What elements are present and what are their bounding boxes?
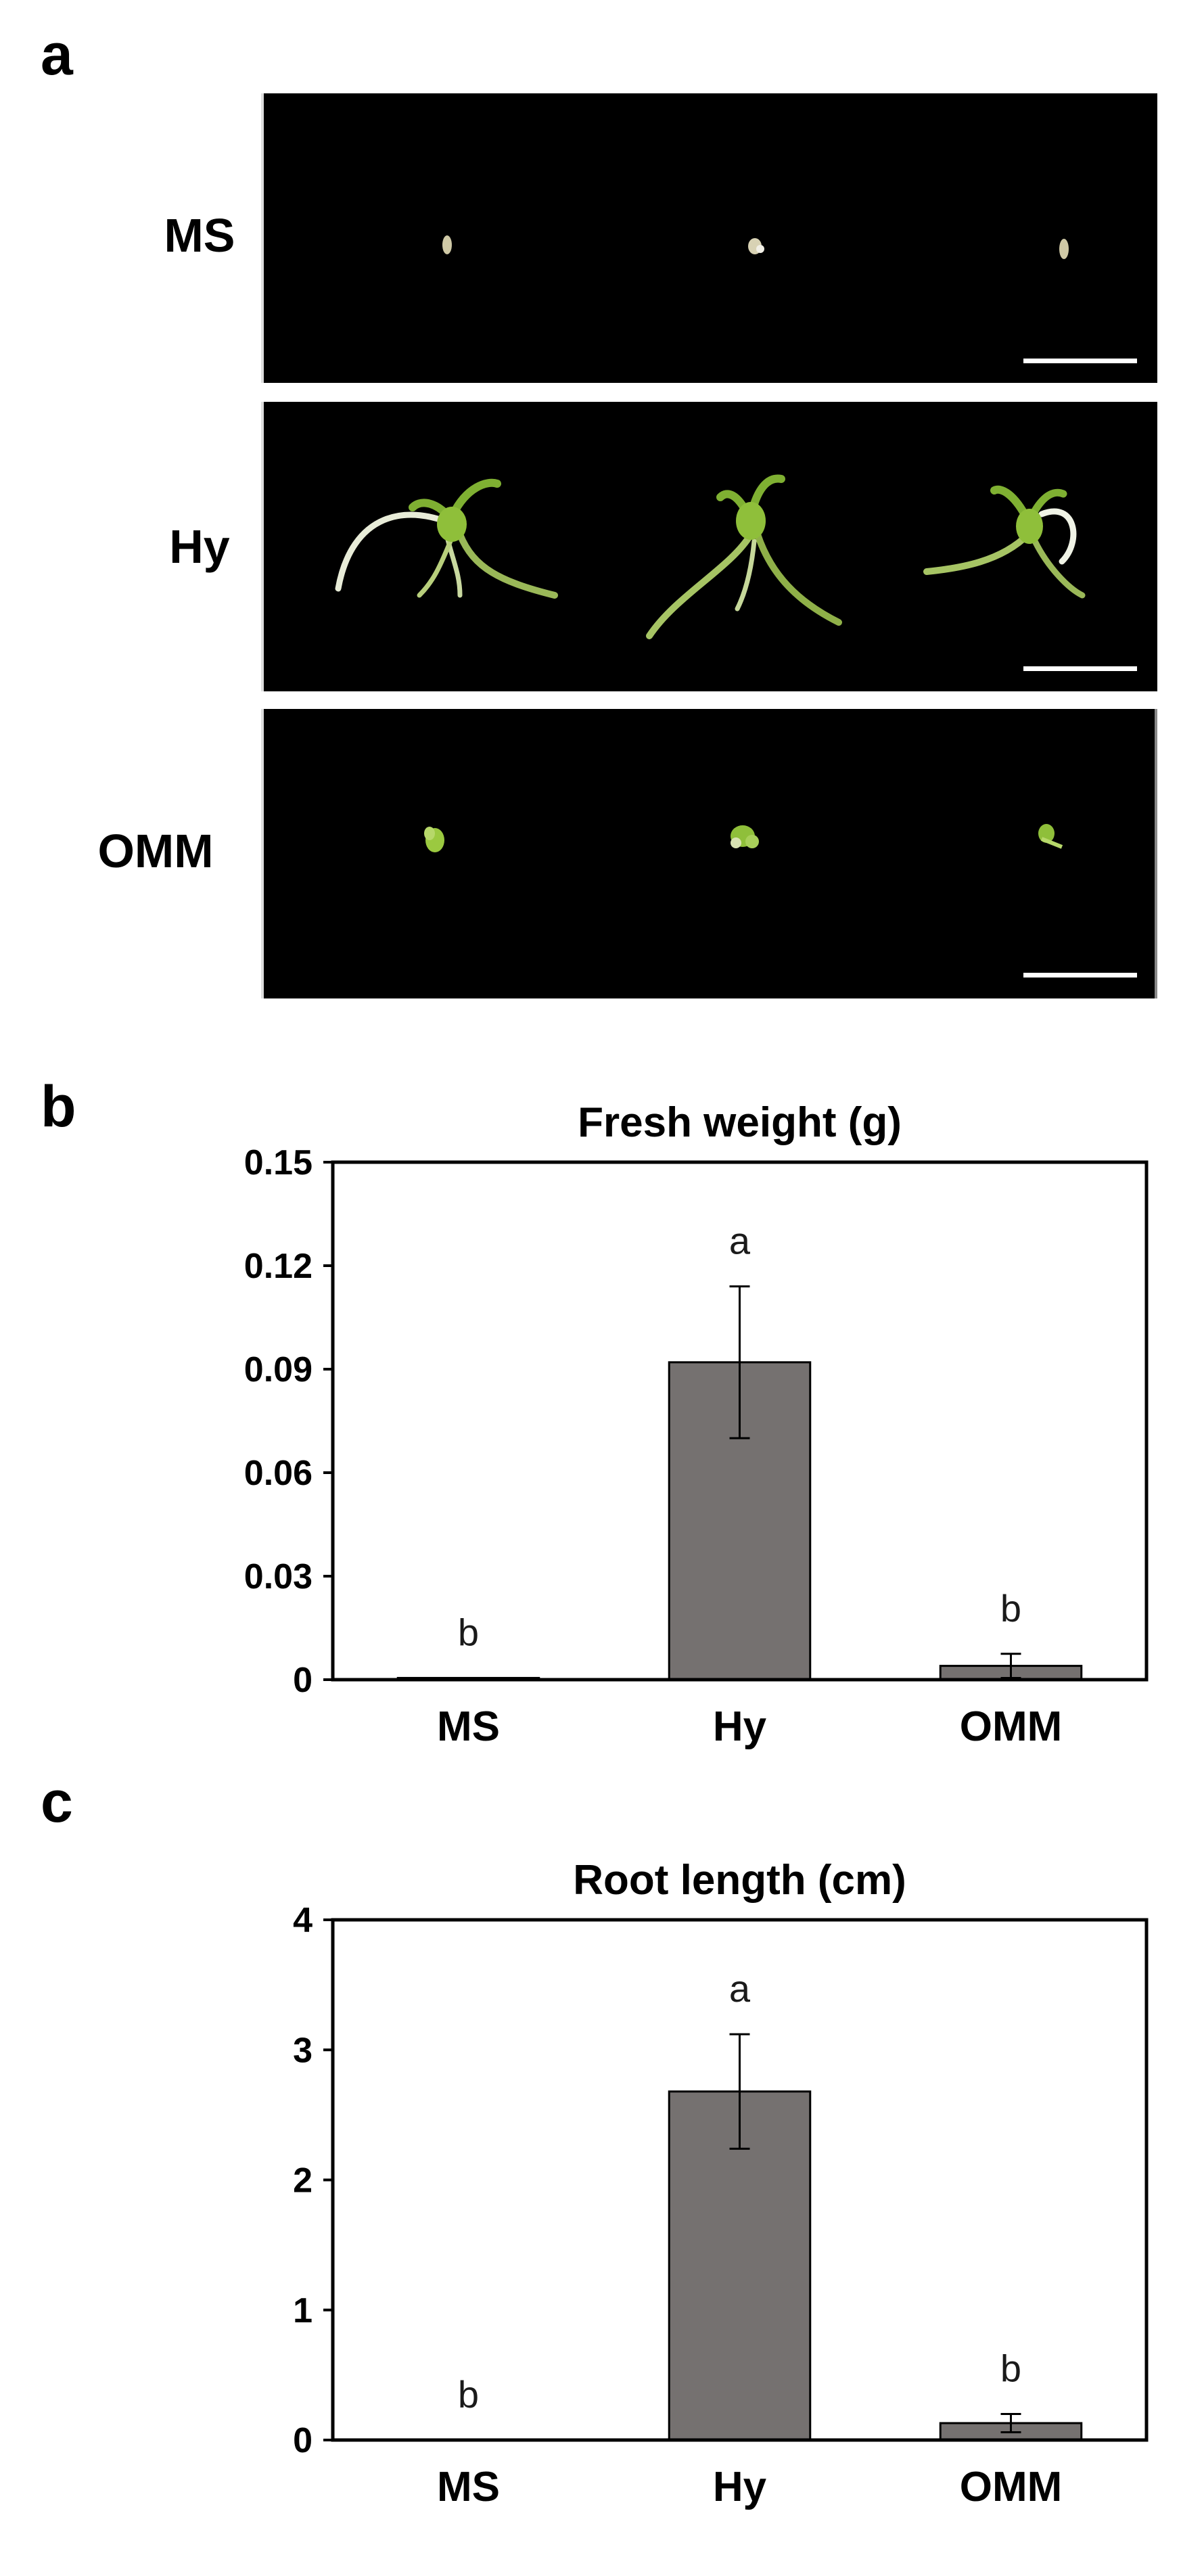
- plot-frame: [331, 1160, 1149, 1682]
- seedling: [424, 827, 444, 852]
- significance-label: b: [458, 2373, 479, 2416]
- y-tick-label: 0: [293, 2421, 312, 2460]
- significance-label: b: [1000, 2347, 1021, 2390]
- x-tick-label: MS: [437, 1703, 500, 1750]
- photo-omm: [261, 709, 1157, 998]
- y-tick-label: 2: [293, 2161, 312, 2201]
- seedling: [335, 478, 558, 599]
- seedling: [442, 235, 452, 254]
- row-label-hy: Hy: [169, 520, 230, 573]
- y-tick-label: 0.03: [244, 1557, 312, 1596]
- row-label-omm: OMM: [97, 825, 213, 877]
- seedling: [748, 238, 764, 254]
- seedling: [1059, 239, 1069, 259]
- x-tick-label: Hy: [713, 2464, 767, 2510]
- x-tick-label: Hy: [713, 1703, 767, 1750]
- chart-title: Fresh weight (g): [578, 1099, 902, 1146]
- x-tick-label: OMM: [960, 2464, 1063, 2510]
- y-tick-label: 0.12: [244, 1247, 312, 1286]
- y-tick-label: 1: [293, 2291, 312, 2330]
- y-tick-label: 0.06: [244, 1454, 312, 1493]
- scale-bar: [1023, 359, 1137, 363]
- x-tick-label: OMM: [960, 1703, 1063, 1750]
- photo-ms: [261, 93, 1157, 383]
- photo-hy: [261, 402, 1157, 691]
- scale-bar: [1023, 973, 1137, 978]
- seedling: [1038, 824, 1063, 849]
- row-label-ms: MS: [164, 209, 235, 262]
- panel-a-letter: a: [41, 22, 74, 87]
- y-tick-label: 3: [293, 2031, 312, 2070]
- y-tick-label: 0: [293, 1661, 312, 1700]
- seedling: [923, 485, 1086, 599]
- significance-label: b: [1000, 1587, 1021, 1630]
- chart-title: Root length (cm): [573, 1857, 906, 1904]
- y-tick-label: 0.15: [244, 1143, 312, 1182]
- panel-c-letter: c: [41, 1770, 73, 1835]
- plot-frame: [331, 1918, 1149, 2442]
- significance-label: a: [729, 1220, 751, 1262]
- seedling: [731, 825, 759, 848]
- significance-label: a: [729, 1967, 751, 2010]
- chart-root-length: Root length (cm) 0 1 2 3 4 b MS a Hy b OMM: [293, 1857, 1149, 2510]
- scale-bar: [1023, 666, 1137, 671]
- y-tick-label: 4: [293, 1901, 312, 1940]
- x-tick-label: MS: [437, 2464, 500, 2510]
- y-tick-label: 0.09: [244, 1350, 312, 1389]
- panel-b-letter: b: [41, 1074, 76, 1139]
- significance-label: b: [458, 1611, 479, 1653]
- seedling: [646, 474, 842, 639]
- chart-fresh-weight: Fresh weight (g) 0 0.03 0.06 0.09 0.12 0.15 b MS…: [244, 1099, 1149, 1750]
